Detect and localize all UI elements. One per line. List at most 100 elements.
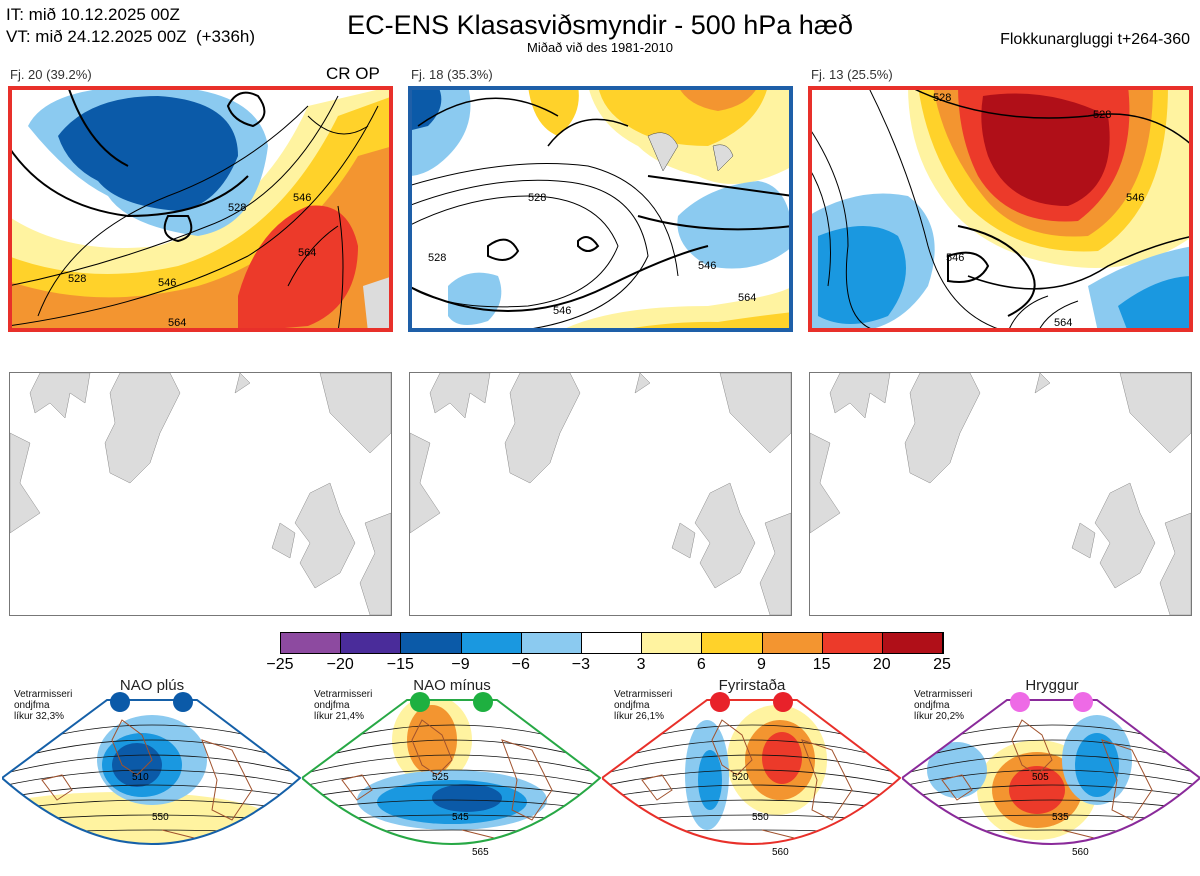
contour-label: 546 bbox=[158, 277, 176, 289]
panel-1-label: Fj. 20 (39.2%) bbox=[10, 67, 92, 82]
empty-map-1 bbox=[9, 372, 392, 616]
initial-time: IT: mið 10.12.2025 00Z bbox=[6, 5, 180, 24]
colorbar-swatch bbox=[762, 633, 823, 653]
colorbar-swatch bbox=[521, 633, 582, 653]
colorbar-swatch bbox=[281, 633, 342, 653]
regime-panel: 525 545 565 bbox=[300, 680, 602, 871]
contour-label: 528 bbox=[228, 202, 246, 214]
regime-contour-label: 560 bbox=[1072, 847, 1089, 858]
regime-contour-label: 545 bbox=[452, 812, 469, 823]
colorbar-swatch bbox=[581, 633, 643, 653]
regime-contour-label: 560 bbox=[772, 847, 789, 858]
colorbar bbox=[280, 632, 944, 654]
regime-note-line: ondjfma bbox=[614, 700, 650, 711]
regime-frame bbox=[0, 699, 302, 845]
colorbar-swatch bbox=[882, 633, 944, 653]
regime-contour-label: 520 bbox=[732, 772, 749, 783]
regime-title: NAO mínus bbox=[413, 677, 491, 694]
colorbar-swatch bbox=[822, 633, 883, 653]
regime-contour-label: 525 bbox=[432, 772, 449, 783]
regime-marker-dot bbox=[773, 692, 793, 712]
contour-label: 528 bbox=[1093, 109, 1111, 121]
colorbar-tick-label: 6 bbox=[696, 656, 706, 673]
colorbar-tick-label: 20 bbox=[872, 656, 891, 673]
page-subtitle: Miðað við des 1981-2010 bbox=[527, 40, 673, 55]
colorbar-swatch bbox=[341, 633, 402, 653]
empty-map-3 bbox=[809, 372, 1192, 616]
regime-note-line: ondjfma bbox=[14, 700, 50, 711]
colorbar-tick-label: −20 bbox=[326, 656, 354, 673]
header-info: IT: mið 10.12.2025 00Z VT: mið 24.12.202… bbox=[6, 4, 255, 48]
colorbar-swatch bbox=[702, 633, 763, 653]
regime-panel: 520 550 560 bbox=[600, 680, 902, 871]
contour-label: 528 bbox=[68, 273, 86, 285]
contour-label: 564 bbox=[298, 247, 316, 259]
contour-label: 546 bbox=[946, 252, 964, 264]
colorbar-tick-label: 15 bbox=[812, 656, 831, 673]
panel-border bbox=[8, 86, 393, 332]
panel-2-label: Fj. 18 (35.3%) bbox=[411, 67, 493, 82]
regime-marker-dot bbox=[110, 692, 130, 712]
regime-contour-label: 550 bbox=[752, 812, 769, 823]
colorbar-tick-label: 3 bbox=[636, 656, 646, 673]
colorbar-swatch bbox=[642, 633, 703, 653]
cluster-map-2: 528 546 564 528 546 bbox=[408, 86, 793, 332]
contour-label: 528 bbox=[428, 252, 446, 264]
regime-note-line: ondjfma bbox=[914, 700, 950, 711]
contour-label: 528 bbox=[933, 92, 951, 104]
colorbar-swatch bbox=[461, 633, 522, 653]
colorbar-tick-label: 25 bbox=[933, 656, 951, 673]
regime-title: NAO plús bbox=[119, 677, 185, 694]
contour-label: 546 bbox=[553, 305, 571, 317]
contour-label: 564 bbox=[738, 292, 756, 304]
panel-3-label: Fj. 13 (25.5%) bbox=[811, 67, 893, 82]
regime-note-line: Vetrarmisseri bbox=[614, 689, 673, 700]
colorbar-tick-label: −3 bbox=[571, 656, 591, 673]
panel-1-tag: CR OP bbox=[326, 64, 380, 83]
regime-frame bbox=[300, 699, 602, 845]
regime-title: Fyrirstaða bbox=[718, 677, 786, 694]
page-title: EC-ENS Klasasviðsmyndir - 500 hPa hæð bbox=[347, 10, 853, 40]
regime-note-line: Vetrarmisseri bbox=[14, 689, 73, 700]
regime-note: Vetrarmisseri ondjfma líkur 21,4% bbox=[314, 689, 372, 722]
regime-title: Hryggur bbox=[1025, 677, 1079, 694]
regime-note-line: Vetrarmisseri bbox=[914, 689, 973, 700]
contour-label: 546 bbox=[1126, 192, 1144, 204]
panel-border bbox=[408, 86, 793, 332]
regime-marker-dot bbox=[710, 692, 730, 712]
regime-note-line: líkur 20,2% bbox=[914, 711, 965, 722]
regime-panel: 505 535 560 bbox=[900, 680, 1200, 871]
regime-marker-dot bbox=[1073, 692, 1093, 712]
regime-contour-label: 535 bbox=[1052, 812, 1069, 823]
regime-marker-dot bbox=[410, 692, 430, 712]
regime-contour-label: 550 bbox=[152, 812, 169, 823]
regime-note-line: líkur 21,4% bbox=[314, 711, 365, 722]
colorbar-swatch bbox=[401, 633, 462, 653]
cluster-map-3: 528 528 546 546 564 bbox=[808, 86, 1193, 332]
contour-label: 546 bbox=[293, 192, 311, 204]
regime-frame bbox=[600, 699, 902, 845]
regime-note-line: ondjfma bbox=[314, 700, 350, 711]
regime-frame bbox=[900, 699, 1200, 845]
regime-note: Vetrarmisseri ondjfma líkur 20,2% bbox=[914, 689, 972, 722]
colorbar-tick-label: −9 bbox=[451, 656, 470, 673]
contour-label: 564 bbox=[168, 317, 186, 329]
colorbar-tick-label: −15 bbox=[386, 656, 414, 673]
contour-label: 528 bbox=[528, 192, 546, 204]
colorbar-tick-label: −6 bbox=[511, 656, 530, 673]
regime-note: Vetrarmisseri ondjfma líkur 32,3% bbox=[14, 689, 72, 722]
regime-note-line: líkur 26,1% bbox=[614, 711, 665, 722]
empty-map-2 bbox=[409, 372, 792, 616]
contour-label: 546 bbox=[698, 260, 716, 272]
regime-note: Vetrarmisseri ondjfma líkur 26,1% bbox=[614, 689, 672, 722]
regime-contour-label: 505 bbox=[1032, 772, 1049, 783]
regime-contour-label: 510 bbox=[132, 772, 149, 783]
colorbar-tick-label: −25 bbox=[266, 656, 294, 673]
classification-window: Flokkunargluggi t+264-360 bbox=[1000, 31, 1190, 48]
regime-marker-dot bbox=[473, 692, 493, 712]
regime-note-line: Vetrarmisseri bbox=[314, 689, 373, 700]
regime-contour-label: 565 bbox=[472, 847, 489, 858]
regime-marker-dot bbox=[1010, 692, 1030, 712]
cluster-map-1: 528 546 564 528 546 564 bbox=[8, 86, 393, 332]
regime-note-line: líkur 32,3% bbox=[14, 711, 65, 722]
